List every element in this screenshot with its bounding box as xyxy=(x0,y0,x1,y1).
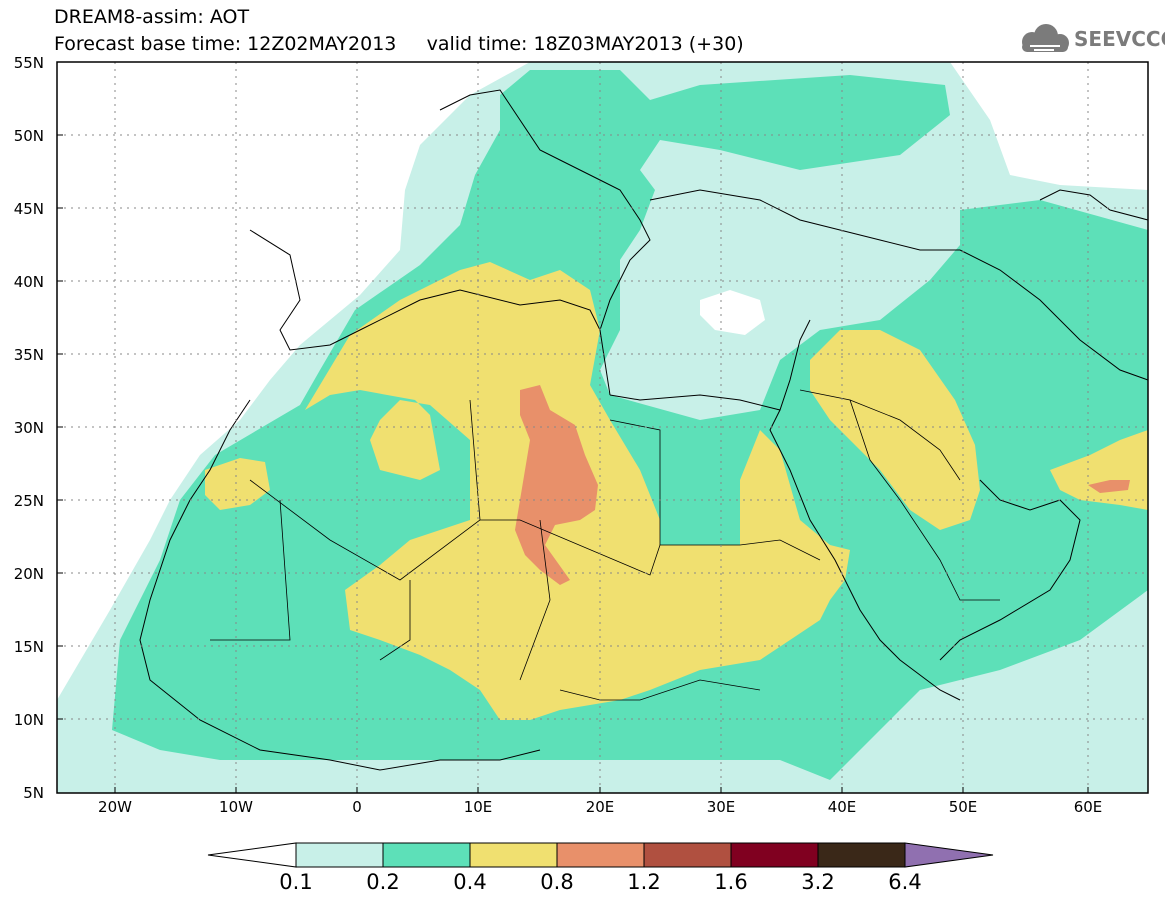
lat-label: 10N xyxy=(13,711,44,729)
lat-label: 15N xyxy=(13,638,44,656)
lon-label: 10W xyxy=(219,798,253,816)
lat-label: 40N xyxy=(13,273,44,291)
lon-label: 0 xyxy=(352,798,362,816)
lat-label: 50N xyxy=(13,127,44,145)
aot-region-0.4-west xyxy=(205,458,270,510)
lat-label: 55N xyxy=(13,54,44,72)
aot-region-0.8 xyxy=(515,385,598,585)
forecast-times: Forecast base time: 12Z02MAY2013 valid t… xyxy=(54,33,744,55)
aot-region-0.4-arabia xyxy=(810,330,980,530)
aot-region-0.8-gulf xyxy=(1088,480,1130,493)
colorbar-label: 0.8 xyxy=(540,870,574,894)
coastlines xyxy=(139,89,1148,771)
axis-ticks xyxy=(57,61,1089,794)
lon-label: 20E xyxy=(585,798,615,816)
colorbar-label: 0.4 xyxy=(453,870,487,894)
grid-lines xyxy=(57,62,1148,793)
borders xyxy=(210,389,1000,701)
lon-label: 60E xyxy=(1073,798,1103,816)
lon-label: 10E xyxy=(463,798,493,816)
lat-label: 5N xyxy=(23,784,44,802)
colorbar-label: 0.2 xyxy=(366,870,400,894)
lon-label: 30E xyxy=(706,798,736,816)
aot-clear-area xyxy=(700,290,765,335)
colorbar-label: 1.2 xyxy=(627,870,661,894)
lon-label: 20W xyxy=(98,798,132,816)
colorbar-label: 3.2 xyxy=(801,870,835,894)
lat-label: 20N xyxy=(13,565,44,583)
lat-label: 30N xyxy=(13,419,44,437)
colorbar-label: 6.4 xyxy=(888,870,922,894)
colorbar-label: 0.1 xyxy=(279,870,313,894)
lon-label: 40E xyxy=(827,798,857,816)
map-title: DREAM8-assim: AOT xyxy=(54,6,250,28)
lat-label: 25N xyxy=(13,492,44,510)
cloud-logo-icon xyxy=(1022,24,1069,52)
lon-label: 50E xyxy=(948,798,978,816)
lat-label: 45N xyxy=(13,200,44,218)
lat-label: 35N xyxy=(13,346,44,364)
logo-text: SEEVCCC xyxy=(1074,27,1165,51)
colorbar-label: 1.6 xyxy=(714,870,748,894)
